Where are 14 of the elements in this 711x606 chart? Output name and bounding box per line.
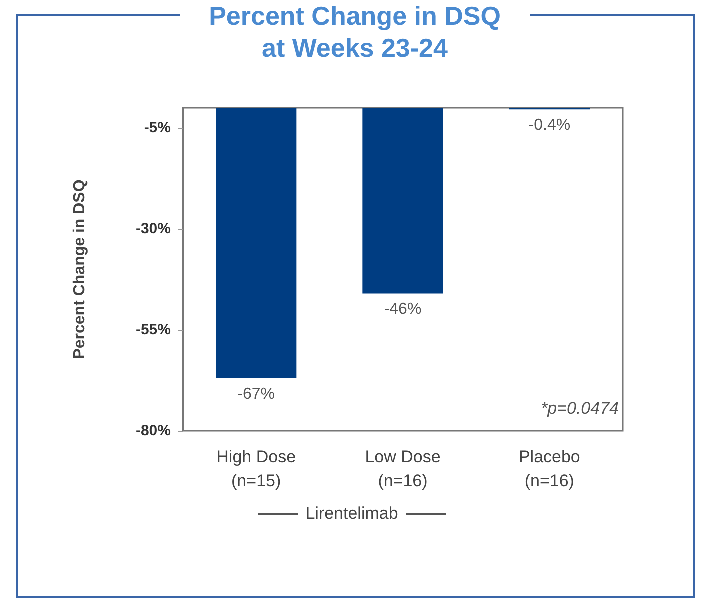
y-axis-title: Percent Change in DSQ [72,180,88,360]
x-tick-label: Placebo (n=16) [518,448,580,490]
text: Lirentelimab [306,504,398,524]
data-label: -0.4% [528,117,571,134]
x-tick-label: Low Dose (n=16) [365,448,441,490]
y-tick-label: -55% [136,322,171,339]
x-tick-label: High Dose (n=15) [216,448,296,490]
chart-title: Percent Change in DSQ at Weeks 23-24 [180,0,530,64]
y-tick-label: -80% [136,422,171,440]
data-label: -46% [384,301,422,318]
data-label: -67% [238,386,276,404]
annotation: *p=0.0474 [541,399,620,418]
y-tick-label: -5% [144,120,171,137]
y-tick-label: -30% [136,220,171,238]
